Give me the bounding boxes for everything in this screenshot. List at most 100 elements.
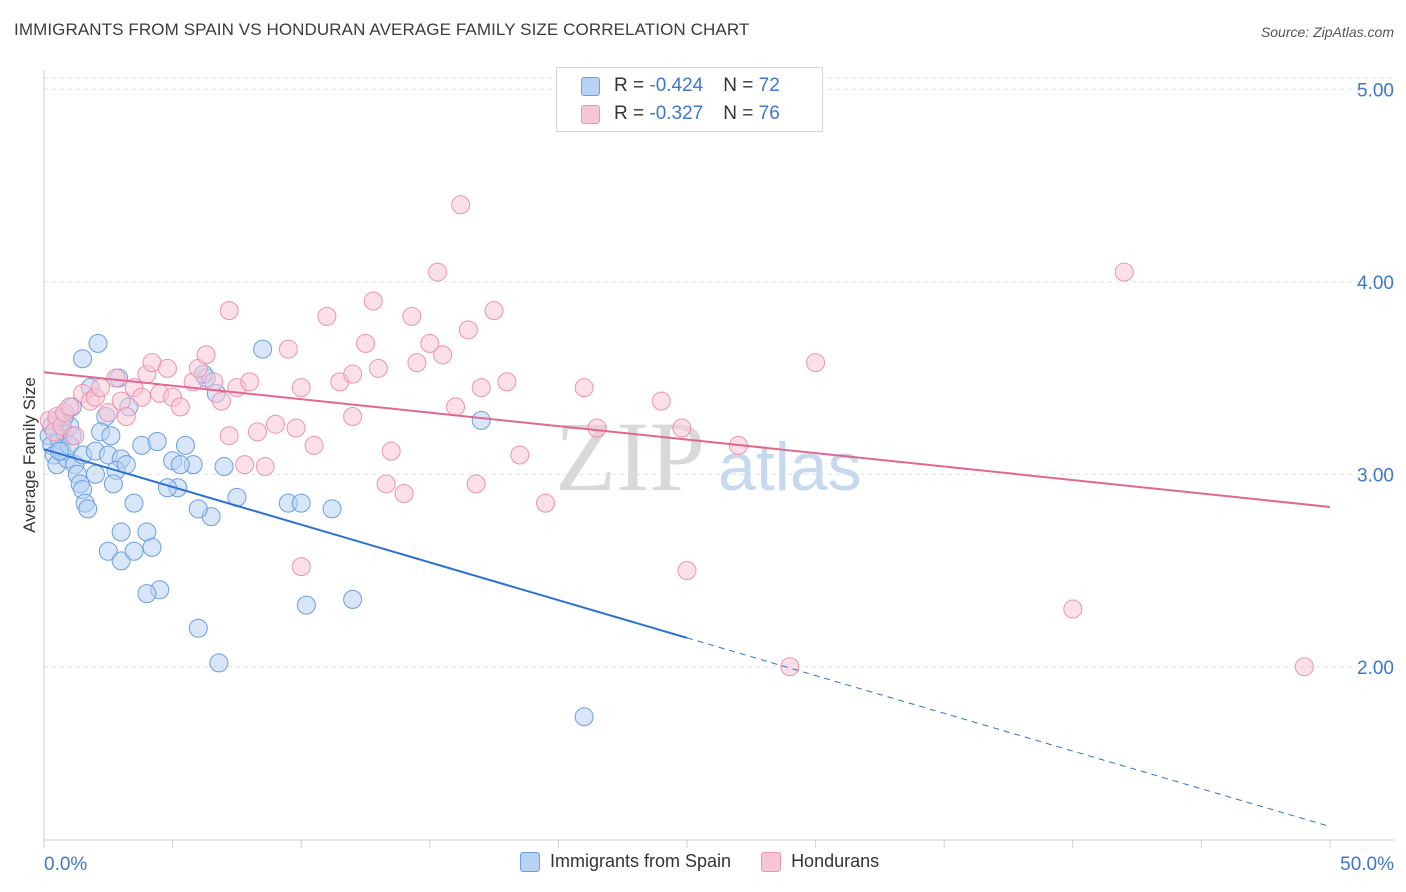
honduran-point xyxy=(536,493,556,513)
honduran-point xyxy=(235,455,255,475)
honduran-point xyxy=(65,426,85,446)
honduran-point xyxy=(317,306,337,326)
n-label: N = xyxy=(723,75,759,96)
honduran-point xyxy=(204,372,224,392)
y-tick-label: 4.00 xyxy=(1357,273,1394,294)
spain-point xyxy=(103,474,123,494)
honduran-point xyxy=(780,657,800,677)
honduran-point xyxy=(91,378,111,398)
legend-label-spain: Immigrants from Spain xyxy=(550,851,732,871)
spain-point xyxy=(88,333,108,353)
legend-item-spain[interactable]: Immigrants from Spain xyxy=(520,851,731,872)
spain-point xyxy=(471,410,491,430)
spain-point xyxy=(142,537,162,557)
spain-trend-line xyxy=(43,448,688,639)
correlation-legend: R = -0.424 N = 72 R = -0.327 N = 76 xyxy=(556,67,823,132)
legend-item-hondurans[interactable]: Hondurans xyxy=(761,851,879,872)
spain-point xyxy=(101,426,121,446)
spain-swatch xyxy=(581,76,600,96)
r-label: R = xyxy=(614,103,650,124)
spain-point xyxy=(78,499,98,519)
honduran-point xyxy=(394,484,414,503)
spain-point xyxy=(147,432,167,452)
honduran-point xyxy=(402,306,422,326)
spain-trend-extension xyxy=(686,637,1331,828)
r-value: -0.327 xyxy=(649,103,704,124)
honduran-point xyxy=(219,426,239,446)
honduran-point xyxy=(170,397,190,417)
spain-point xyxy=(124,541,144,561)
honduran-point xyxy=(376,474,396,494)
honduran-point xyxy=(286,418,306,438)
spain-point xyxy=(291,493,311,513)
honduran-point xyxy=(484,301,504,321)
honduran-point xyxy=(211,391,231,411)
spain-point xyxy=(85,464,105,484)
legend-label-hondurans: Hondurans xyxy=(791,851,880,871)
honduran-point xyxy=(60,397,80,417)
r-value: -0.424 xyxy=(649,75,704,96)
spain-point xyxy=(98,541,118,561)
honduran-point xyxy=(132,387,152,407)
trend-lines xyxy=(43,371,1331,828)
n-label: N = xyxy=(723,103,759,124)
honduran-point xyxy=(255,457,275,477)
honduran-point xyxy=(677,561,697,580)
spain-swatch xyxy=(520,851,540,872)
hondurans-swatch xyxy=(761,851,782,872)
spain-point xyxy=(253,339,273,359)
honduran-point xyxy=(291,557,311,577)
honduran-point xyxy=(574,378,594,398)
honduran-trend-line xyxy=(43,371,1331,508)
y-tick-label: 5.00 xyxy=(1357,80,1394,101)
honduran-point xyxy=(510,445,530,465)
honduran-point xyxy=(219,301,239,321)
legend-row-hondurans: R = -0.327 N = 76 xyxy=(581,101,780,127)
spain-point xyxy=(343,589,363,609)
honduran-point xyxy=(587,418,607,438)
spain-point xyxy=(137,584,157,604)
honduran-point xyxy=(363,291,383,311)
spain-point xyxy=(574,707,594,727)
honduran-point xyxy=(278,339,298,359)
watermark-zip: ZIP xyxy=(555,401,705,512)
grid-lines xyxy=(44,77,1395,668)
honduran-point xyxy=(343,407,363,426)
spain-point xyxy=(188,499,208,519)
spain-point xyxy=(209,653,229,673)
honduran-point xyxy=(428,262,448,282)
x-tick-label-min: 0.0% xyxy=(44,854,87,875)
legend-row-spain: R = -0.424 N = 72 xyxy=(581,73,780,99)
honduran-point xyxy=(466,474,486,494)
honduran-point xyxy=(672,418,692,438)
honduran-point xyxy=(1114,262,1134,282)
honduran-point xyxy=(497,372,517,392)
x-tick-label-max: 50.0% xyxy=(1340,854,1394,875)
spain-point xyxy=(111,551,131,571)
honduran-point xyxy=(458,320,478,340)
tick-labels: 2.00 3.00 4.00 5.00 0.0% 50.0% xyxy=(44,80,1394,875)
honduran-point xyxy=(98,403,118,423)
y-axis-label: Average Family Size xyxy=(20,377,39,533)
honduran-point xyxy=(343,364,363,384)
n-value: 72 xyxy=(758,75,780,96)
series-legend: Immigrants from Spain Hondurans xyxy=(520,851,909,872)
spain-point xyxy=(111,522,131,542)
honduran-point xyxy=(1294,657,1314,677)
honduran-point xyxy=(106,368,126,388)
chart-title: IMMIGRANTS FROM SPAIN VS HONDURAN AVERAG… xyxy=(14,20,750,39)
honduran-point xyxy=(420,333,440,353)
axes xyxy=(43,70,1395,848)
honduran-point xyxy=(240,372,260,392)
honduran-point xyxy=(368,358,388,378)
hondurans-swatch xyxy=(581,104,600,124)
honduran-point xyxy=(381,441,401,461)
r-label: R = xyxy=(614,75,650,96)
honduran-point xyxy=(116,407,136,426)
spain-point xyxy=(124,493,144,513)
honduran-point xyxy=(247,422,267,442)
honduran-point xyxy=(157,358,177,378)
honduran-point xyxy=(407,353,427,373)
spain-point xyxy=(214,457,234,477)
